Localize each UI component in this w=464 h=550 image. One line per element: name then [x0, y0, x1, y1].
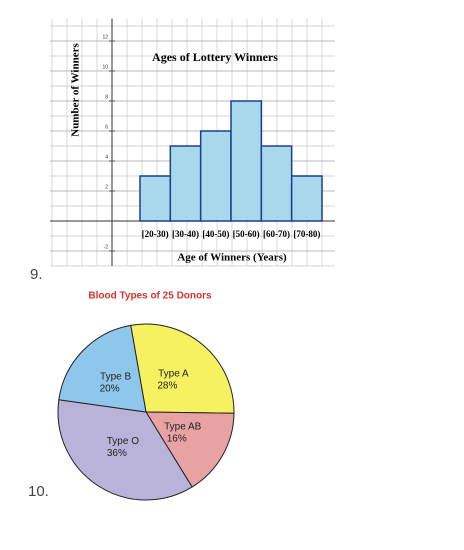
slice-label: Type B	[100, 371, 131, 382]
slice-value-label: 20%	[100, 383, 120, 394]
y-tick-label: -2	[104, 244, 109, 250]
slice-label: Type AB	[164, 422, 202, 433]
chart-title: Ages of Lottery Winners	[152, 50, 278, 64]
slice-label: Type A	[158, 368, 189, 379]
problem-number: 9.	[30, 266, 43, 283]
bar	[230, 100, 263, 222]
histogram: -2 2 4 6 8 10 12 [20-30) [30-40) [40-50) [50-60) [6…	[50, 18, 335, 267]
y-tick-label: 2	[105, 184, 108, 190]
chart-title: Blood Types of 25 Donors	[88, 291, 212, 302]
bar	[199, 130, 232, 222]
y-tick-label: 8	[105, 94, 108, 100]
x-tick-label: [70-80)	[293, 229, 320, 239]
x-axis-label: Age of Winners (Years)	[177, 252, 287, 264]
slice-value-label: 16%	[167, 434, 187, 445]
bar	[139, 175, 172, 222]
slice-value-label: 28%	[157, 380, 177, 391]
x-tick-label: [60-70)	[263, 229, 290, 239]
bar	[260, 145, 293, 222]
slice-label: Type O	[107, 436, 139, 447]
x-tick-label: [50-60)	[233, 229, 260, 239]
bar	[169, 145, 202, 222]
y-tick-label: 4	[105, 154, 108, 160]
slice-value-label: 36%	[107, 448, 127, 459]
x-tick-label: [30-40)	[172, 229, 199, 239]
y-tick-label: 10	[102, 64, 108, 70]
pie-slice	[130, 323, 235, 414]
x-tick-label: [40-50)	[202, 229, 229, 239]
y-tick-label: 6	[105, 124, 108, 130]
y-axis-label: Number of Winners	[70, 43, 82, 137]
pie-slice	[145, 411, 235, 488]
problem-number: 10.	[28, 483, 49, 500]
pie-chart: Blood Types of 25 Donors Type A28% Type AB…	[57, 291, 235, 501]
y-tick-label: 12	[102, 34, 108, 40]
x-tick-label: [20-30)	[142, 229, 169, 239]
pie-slice	[58, 324, 147, 413]
pie-slice	[57, 399, 193, 501]
bar	[290, 175, 323, 222]
